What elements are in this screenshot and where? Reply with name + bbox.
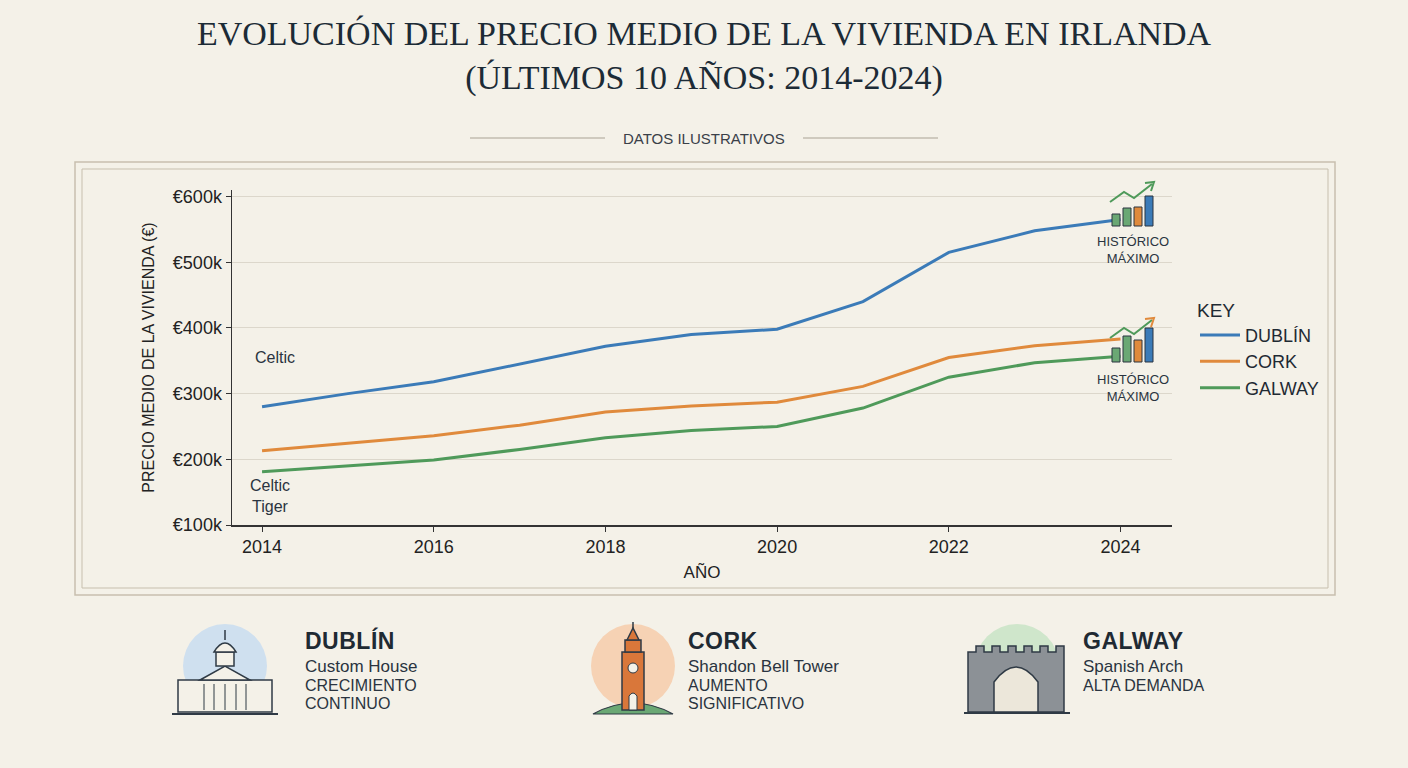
svg-text:2024: 2024: [1100, 537, 1140, 557]
html-text:CORK: CORK: [688, 628, 758, 654]
svg-text:2014: 2014: [242, 537, 282, 557]
html-text:Shandon Bell Tower: Shandon Bell Tower: [688, 657, 839, 676]
svg-text:CORK: CORK: [1245, 352, 1297, 372]
svg-text:2018: 2018: [585, 537, 625, 557]
svg-text:DATOS ILUSTRATIVOS: DATOS ILUSTRATIVOS: [623, 130, 785, 147]
svg-text:Celtic: Celtic: [255, 349, 295, 366]
svg-text:€600k: €600k: [173, 187, 223, 207]
html-text:ALTA DEMANDA: ALTA DEMANDA: [1083, 677, 1205, 694]
html-text:GALWAY: GALWAY: [1083, 628, 1184, 654]
svg-text:CelticTiger: CelticTiger: [250, 477, 290, 515]
svg-text:2016: 2016: [414, 537, 454, 557]
svg-text:2020: 2020: [757, 537, 797, 557]
html-text:DUBLÍN: DUBLÍN: [305, 628, 395, 654]
svg-text:KEY: KEY: [1197, 300, 1235, 321]
svg-text:AÑO: AÑO: [684, 563, 721, 582]
svg-text:EVOLUCIÓN DEL PRECIO MEDIO DE: EVOLUCIÓN DEL PRECIO MEDIO DE LA VIVIEND…: [197, 15, 1212, 97]
html-text:Spanish Arch: Spanish Arch: [1083, 657, 1184, 676]
html-text:CRECIMIENTO CONTINUO: CRECIMIENTO CONTINUO: [305, 677, 417, 713]
html-text:AUMENTO SIGNIFICATIVO: AUMENTO SIGNIFICATIVO: [688, 677, 805, 713]
svg-text:2022: 2022: [929, 537, 969, 557]
svg-text:PRECIO MEDIO DE LA VIVIENDA (€: PRECIO MEDIO DE LA VIVIENDA (€): [140, 222, 157, 492]
svg-text:€500k: €500k: [173, 253, 223, 273]
svg-text:€300k: €300k: [173, 384, 223, 404]
html-text:Custom House: Custom House: [305, 657, 418, 676]
svg-text:€100k: €100k: [173, 515, 223, 535]
svg-text:HISTÓRICOMÁXIMO: HISTÓRICOMÁXIMO: [1097, 234, 1169, 266]
svg-text:DUBLÍN: DUBLÍN: [1245, 326, 1311, 346]
svg-text:GALWAY: GALWAY: [1245, 379, 1319, 399]
svg-text:€200k: €200k: [173, 450, 223, 470]
svg-text:€400k: €400k: [173, 318, 223, 338]
svg-text:HISTÓRICOMÁXIMO: HISTÓRICOMÁXIMO: [1097, 372, 1169, 404]
